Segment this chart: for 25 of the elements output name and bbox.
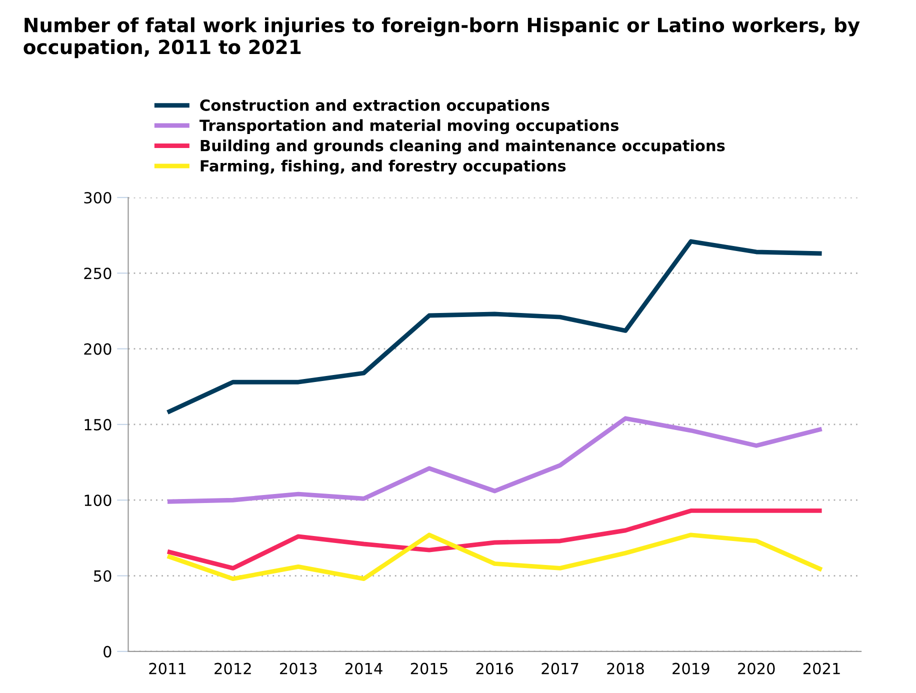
legend-label: Building and grounds cleaning and maintenance occupations [200, 140, 725, 154]
legend-label: Construction and extraction occupations [200, 99, 550, 114]
y-tick-label: 150 [84, 418, 112, 430]
x-tick-label: 2011 [149, 662, 186, 674]
x-tick-label: 2012 [214, 662, 251, 674]
y-tick-label: 250 [84, 268, 112, 280]
x-tick-label: 2018 [607, 662, 644, 674]
legend-label: Transportation and material moving occupations [200, 119, 619, 134]
x-tick-label: 2019 [672, 662, 710, 674]
line-series [165, 532, 824, 582]
y-tick-label: 50 [94, 570, 112, 582]
y-tick-label: 0 [104, 646, 112, 658]
line-series [165, 416, 824, 504]
x-tick-label: 2017 [542, 662, 578, 674]
x-tick-label: 2021 [803, 662, 840, 674]
y-tick-label: 100 [84, 494, 112, 506]
legend-label: Farming, fishing, and forestry occupations [200, 160, 566, 175]
chart-title: Number of fatal work injuries to foreign-born Hispanic or Latino workers, by occupation, 2011 to 2021 [24, 17, 860, 58]
x-tick-label: 2015 [410, 662, 448, 674]
y-tick-label: 300 [84, 192, 112, 204]
x-tick-label: 2013 [280, 662, 317, 674]
x-tick-label: 2020 [738, 662, 775, 674]
x-tick-label: 2016 [476, 662, 514, 674]
y-tick-label: 200 [84, 343, 112, 355]
x-tick-label: 2014 [345, 662, 382, 674]
